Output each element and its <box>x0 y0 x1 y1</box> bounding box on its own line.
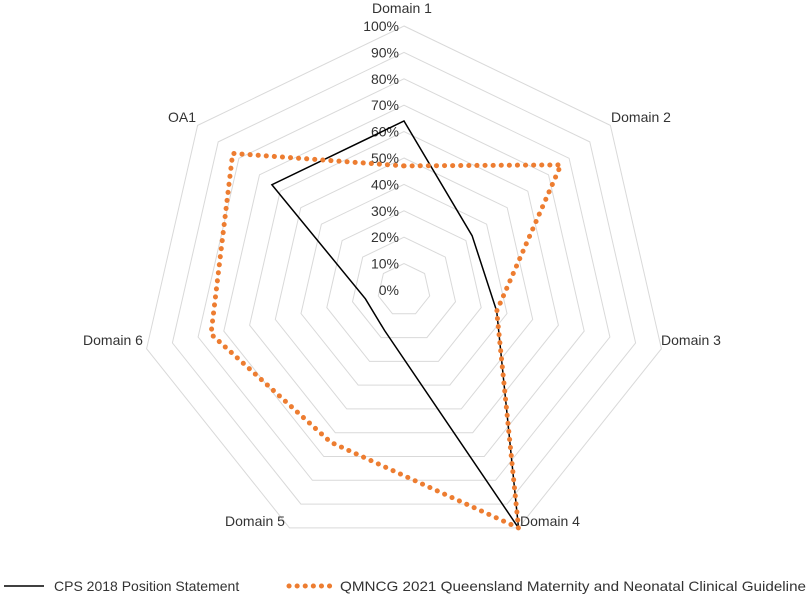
grid-ring <box>171 51 637 505</box>
grid-ring <box>197 78 611 481</box>
tick-label: 40% <box>371 176 399 192</box>
tick-label: 80% <box>371 71 399 87</box>
category-label: Domain 2 <box>611 109 671 125</box>
series-line <box>270 120 520 529</box>
tick-label: 30% <box>371 203 399 219</box>
category-label: Domain 5 <box>225 513 285 529</box>
tick-label: 10% <box>371 256 399 272</box>
tick-label: 90% <box>371 44 399 60</box>
radar-grid <box>146 25 662 529</box>
category-labels: Domain 1 Domain 2 Domain 3 Domain 4 Domain 5… <box>83 0 721 529</box>
radar-series <box>208 120 565 532</box>
grid-ring <box>326 210 482 362</box>
radial-tick-labels: 0%10%20%30%40%50%60%70%80%90%100% <box>363 18 399 298</box>
category-label: Domain 3 <box>661 332 721 348</box>
grid-ring <box>377 263 431 315</box>
grid-ring <box>274 157 534 410</box>
legend-label: CPS 2018 Position Statement <box>54 578 239 594</box>
series-line <box>208 150 565 532</box>
category-label: Domain 4 <box>520 513 580 529</box>
tick-label: 100% <box>363 18 399 34</box>
tick-label: 70% <box>371 97 399 113</box>
grid-ring <box>351 236 457 339</box>
category-label: OA1 <box>168 109 196 125</box>
grid-ring <box>300 183 508 386</box>
grid-ring <box>223 104 585 457</box>
legend: CPS 2018 Position Statement QMNCG 2021 Qu… <box>4 578 806 594</box>
legend-label: QMNCG 2021 Queensland Maternity and Neon… <box>340 578 806 594</box>
tick-label: 0% <box>379 282 399 298</box>
category-label: Domain 6 <box>83 332 143 348</box>
category-label: Domain 1 <box>372 0 432 16</box>
grid-ring <box>146 25 662 529</box>
grid-ring <box>249 131 559 434</box>
tick-label: 20% <box>371 229 399 245</box>
